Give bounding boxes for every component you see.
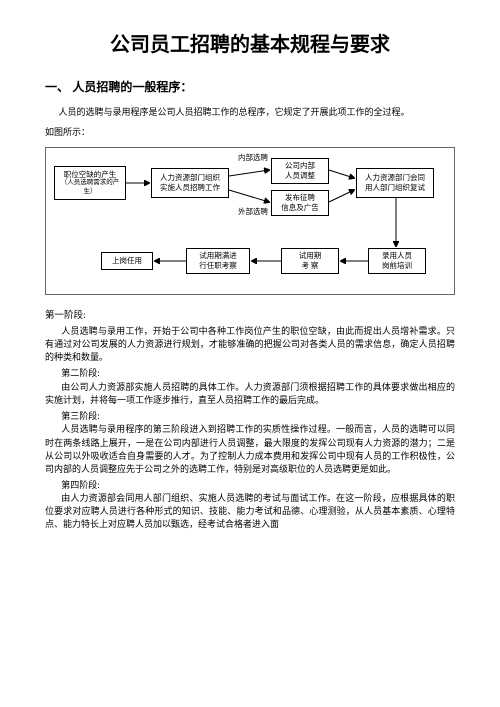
stage-2-body: 由公司人力资源部实施人员招聘的具体工作。人力资源部门须根据招聘工作的具体要求做出… bbox=[45, 381, 455, 407]
flowchart-diagram: 职位空缺的产生 （人员选聘需求的产 生） 人力资源部门组织 实施人员招聘工作 公… bbox=[45, 147, 455, 295]
stage-3-body: 人员选聘与录用程序的第三阶段进入到招聘工作的实质性操作过程。一般而言，人员的选聘… bbox=[45, 423, 455, 475]
stage-4-title: 第四阶段: bbox=[45, 479, 455, 493]
section-heading: 一、 人员招聘的一般程序： bbox=[45, 78, 455, 96]
stage-4-body: 由人力资源部会同用人部门组织、实施人员选聘的考试与面试工作。在这一阶段，应根据具… bbox=[45, 492, 455, 531]
page-title: 公司员工招聘的基本规程与要求 bbox=[45, 30, 455, 60]
intro-text-2: 如图所示： bbox=[45, 126, 455, 140]
stage-3-title: 第三阶段: bbox=[45, 410, 455, 424]
stage-1-title: 第一阶段: bbox=[45, 309, 455, 323]
stage-2-title: 第二阶段: bbox=[45, 367, 455, 381]
stage-1-body: 人员选聘与录用工作，开始于公司中各种工作岗位产生的职位空缺，由此而提出人员增补需… bbox=[45, 325, 455, 364]
flowchart-arrows bbox=[46, 148, 454, 294]
intro-text-1: 人员的选聘与录用程序是公司人员招聘工作的总程序，它规定了开展此项工作的全过程。 bbox=[45, 106, 455, 120]
